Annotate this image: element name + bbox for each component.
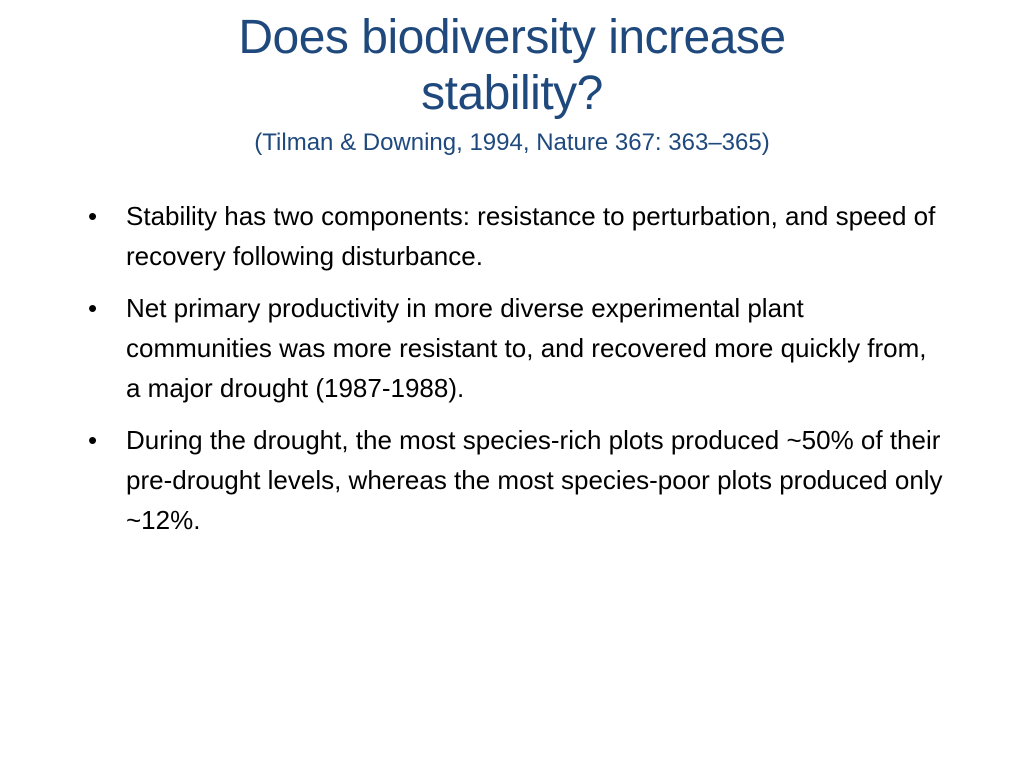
title-line-1: Does biodiversity increase [238,11,786,64]
bullet-list: • Stability has two components: resistan… [88,196,948,552]
bullet-text: Stability has two components: resistance… [126,201,936,271]
bullet-text: During the drought, the most species-ric… [126,425,943,535]
bullet-icon: • [88,293,98,323]
bullet-item: • Stability has two components: resistan… [88,196,948,276]
title-line-2: stability? [421,67,603,120]
bullet-item: • Net primary productivity in more diver… [88,288,948,408]
bullet-item: • During the drought, the most species-r… [88,420,948,540]
bullet-icon: • [88,201,98,231]
slide-title: Does biodiversity increase stability? (T… [60,10,964,160]
bullet-text: Net primary productivity in more diverse… [126,293,927,403]
bullet-icon: • [88,425,98,455]
citation: (Tilman & Downing, 1994, Nature 367: 363… [254,129,770,156]
